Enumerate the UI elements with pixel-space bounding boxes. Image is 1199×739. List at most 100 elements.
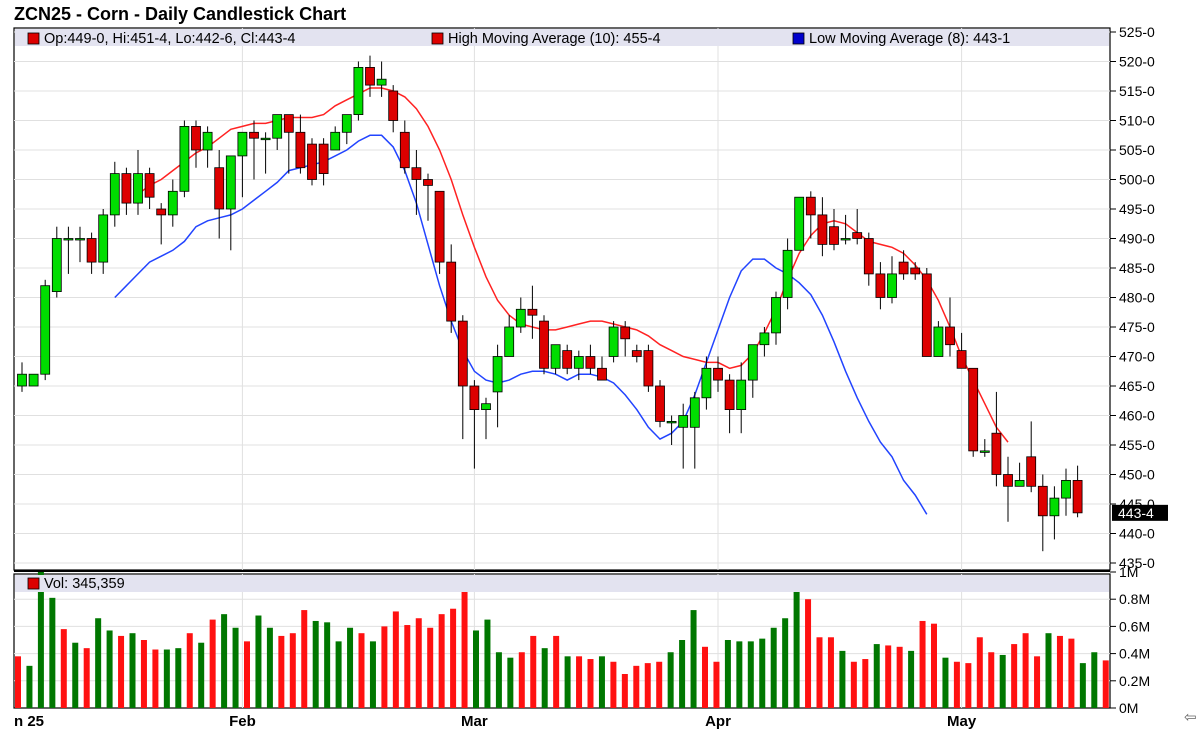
candle-body — [689, 397, 700, 428]
x-tick-label: n 25 — [14, 713, 44, 730]
candle-body — [794, 196, 805, 251]
candle-body — [515, 308, 526, 328]
volume-legend-bar — [15, 575, 1109, 592]
candle-body — [771, 297, 781, 334]
volume-bar — [83, 648, 90, 708]
price-tick-label: 440-0 — [1119, 526, 1155, 542]
volume-tick-label: 1M — [1119, 564, 1138, 580]
candle-body — [434, 190, 445, 263]
volume-bar — [713, 661, 720, 708]
price-tick-label: 460-0 — [1119, 408, 1155, 424]
volume-bar — [782, 618, 789, 708]
volume-bar — [278, 635, 285, 708]
candle-body — [655, 385, 665, 422]
candle-body — [63, 238, 74, 241]
price-tick-label: 455-0 — [1119, 437, 1155, 453]
volume-bar — [553, 635, 560, 708]
volume-bar — [473, 630, 479, 708]
candle-body — [330, 131, 341, 151]
price-tick-label: 480-0 — [1119, 290, 1155, 306]
volume-bar — [576, 656, 583, 708]
price-tick-label: 450-0 — [1119, 467, 1155, 483]
volume-bar — [140, 640, 147, 708]
candle-body — [573, 356, 584, 369]
candle-body — [237, 131, 248, 157]
candle-body — [887, 273, 897, 298]
candle-body — [399, 131, 410, 169]
candle-body — [875, 273, 886, 298]
candle-body — [249, 131, 259, 139]
volume-bar — [908, 650, 915, 708]
volume-bar — [484, 619, 491, 708]
volume-bar — [873, 644, 880, 708]
volume-bar — [690, 610, 697, 708]
volume-bar — [255, 615, 262, 708]
low-ma-legend-text: Low Moving Average (8): 443-1 — [809, 31, 1010, 47]
volume-bar — [369, 641, 376, 708]
candle-body — [759, 332, 770, 346]
volume-bar — [244, 641, 250, 708]
volume-bar — [999, 654, 1006, 708]
volume-bar — [209, 619, 216, 708]
volume-bar — [564, 656, 571, 708]
volume-bar — [358, 633, 365, 708]
candle-body — [817, 214, 828, 245]
x-tick-label: Apr — [705, 713, 731, 730]
volume-bar — [347, 627, 354, 708]
volume-bar — [186, 633, 193, 708]
volume-bar — [759, 638, 766, 708]
candle-body — [411, 167, 422, 180]
volume-bar — [106, 630, 113, 708]
price-tick-label: 510-0 — [1119, 113, 1155, 129]
candle-body — [492, 356, 503, 393]
volume-bar — [381, 626, 388, 708]
candle-body — [539, 320, 549, 369]
volume-bar — [862, 659, 869, 708]
volume-bar — [736, 641, 743, 708]
volume-bar — [656, 661, 663, 708]
candle-body — [713, 367, 723, 381]
volume-bar — [610, 661, 617, 708]
candle-body — [597, 367, 607, 381]
candle-body — [295, 131, 306, 169]
volume-bar — [60, 629, 67, 708]
candle-body — [991, 432, 1002, 475]
volume-bar — [404, 625, 411, 708]
volume-bar — [702, 646, 708, 708]
volume-bar — [221, 614, 228, 708]
volume-bar — [1091, 652, 1098, 708]
volume-bar — [427, 627, 434, 708]
candle-body — [17, 373, 27, 387]
candle-body — [156, 208, 167, 216]
candle-body — [921, 273, 932, 357]
price-tick-label: 485-0 — [1119, 260, 1155, 276]
price-panel — [13, 27, 1111, 571]
candle-body — [666, 420, 677, 424]
volume-bar — [896, 646, 903, 708]
volume-tick-label: 0.8M — [1119, 591, 1150, 607]
candle-body — [933, 326, 944, 357]
candle-body — [307, 143, 317, 180]
volume-legend-text: Vol: 345,359 — [44, 576, 125, 592]
volume-bar — [495, 652, 502, 708]
candle-body — [724, 379, 735, 411]
volume-bar — [118, 635, 125, 708]
candle-body — [782, 249, 793, 298]
volume-bar — [850, 661, 857, 708]
volume-bar — [598, 656, 605, 708]
volume-bar — [335, 641, 342, 708]
candle-body — [585, 356, 596, 369]
chart-title: ZCN25 - Corn - Daily Candlestick Chart — [14, 4, 347, 24]
candle-body — [191, 126, 201, 151]
candle-body — [481, 403, 491, 411]
high-moving-average-line — [137, 87, 1009, 443]
candle-body — [167, 190, 178, 216]
left-arrow-icon[interactable]: ⇦ — [1184, 709, 1197, 726]
volume-bar — [976, 637, 983, 708]
price-tick-label: 520-0 — [1119, 54, 1155, 70]
candle-body — [968, 367, 979, 452]
volume-bar — [392, 611, 399, 708]
volume-bar — [919, 620, 926, 708]
candle-body — [1037, 485, 1048, 517]
